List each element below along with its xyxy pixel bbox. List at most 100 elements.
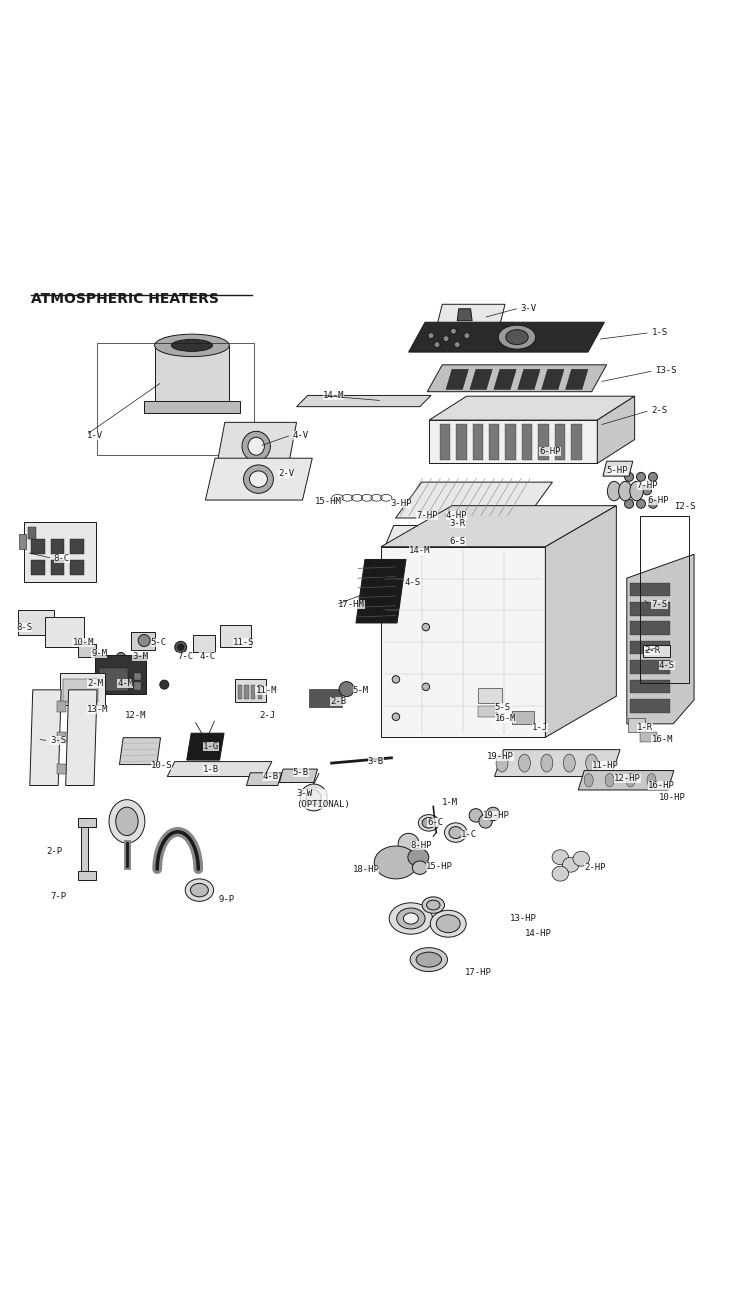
Ellipse shape — [427, 900, 440, 909]
Circle shape — [300, 785, 327, 811]
Ellipse shape — [449, 826, 463, 839]
Text: 2-B: 2-B — [330, 698, 346, 707]
Bar — [78, 818, 96, 827]
Ellipse shape — [552, 850, 568, 865]
Polygon shape — [643, 646, 670, 657]
Ellipse shape — [430, 911, 466, 937]
Bar — [70, 560, 83, 574]
Circle shape — [625, 499, 634, 508]
Polygon shape — [470, 369, 492, 390]
Text: 15-HP: 15-HP — [426, 861, 453, 870]
Polygon shape — [506, 423, 516, 460]
Ellipse shape — [563, 755, 575, 772]
Text: 16-HP: 16-HP — [648, 781, 674, 790]
Polygon shape — [429, 396, 634, 420]
Bar — [130, 631, 154, 650]
Text: 7-HP: 7-HP — [637, 481, 658, 490]
Bar — [235, 679, 266, 701]
Text: 2-HP: 2-HP — [584, 864, 606, 872]
Polygon shape — [630, 699, 670, 713]
Bar — [193, 634, 215, 652]
Bar — [512, 711, 534, 725]
Text: 10-HP: 10-HP — [659, 792, 686, 801]
Text: 9-P: 9-P — [218, 895, 234, 904]
Bar — [478, 688, 502, 703]
Text: 5-C: 5-C — [151, 638, 167, 647]
Circle shape — [451, 329, 457, 334]
Polygon shape — [356, 560, 406, 624]
Polygon shape — [446, 369, 469, 390]
Text: 3-S: 3-S — [50, 737, 66, 746]
Text: 1-B: 1-B — [203, 765, 219, 774]
Text: 2-M: 2-M — [87, 678, 104, 687]
Polygon shape — [538, 423, 549, 460]
Circle shape — [470, 809, 482, 822]
Bar — [32, 539, 45, 553]
Polygon shape — [119, 738, 160, 765]
Text: 6-S: 6-S — [450, 536, 466, 546]
Text: 8-S: 8-S — [16, 622, 32, 631]
Polygon shape — [429, 420, 597, 464]
Polygon shape — [578, 770, 674, 790]
Bar — [134, 673, 141, 681]
Circle shape — [637, 473, 646, 482]
Circle shape — [434, 342, 440, 348]
Ellipse shape — [584, 773, 593, 787]
Text: 15-HM: 15-HM — [315, 498, 342, 507]
Ellipse shape — [154, 334, 230, 357]
Text: 6-C: 6-C — [427, 818, 443, 827]
Bar — [51, 539, 64, 553]
Bar — [19, 534, 26, 548]
Circle shape — [464, 333, 470, 339]
Text: 4-S: 4-S — [405, 578, 421, 587]
Polygon shape — [566, 369, 588, 390]
Polygon shape — [144, 401, 240, 413]
Text: 5-M: 5-M — [352, 686, 369, 695]
Text: 7-HP: 7-HP — [416, 511, 437, 520]
Circle shape — [339, 682, 354, 696]
Ellipse shape — [422, 896, 445, 913]
Polygon shape — [542, 369, 564, 390]
Bar — [78, 870, 96, 879]
Ellipse shape — [397, 908, 425, 929]
Bar — [640, 731, 657, 742]
Bar — [628, 718, 646, 731]
Text: 2-S: 2-S — [652, 405, 668, 414]
Text: 13-HP: 13-HP — [509, 914, 536, 924]
Polygon shape — [630, 601, 670, 616]
Bar — [80, 818, 88, 879]
Text: 4-M: 4-M — [117, 678, 134, 687]
Circle shape — [71, 674, 81, 685]
Polygon shape — [630, 679, 670, 694]
Text: 2-J: 2-J — [260, 711, 275, 720]
Circle shape — [422, 624, 430, 631]
Ellipse shape — [496, 755, 508, 772]
Polygon shape — [381, 547, 545, 738]
Polygon shape — [66, 690, 97, 786]
Ellipse shape — [242, 431, 271, 461]
Bar — [94, 656, 146, 695]
Text: 8-C: 8-C — [54, 553, 70, 562]
Circle shape — [84, 679, 94, 690]
Bar — [238, 686, 242, 699]
Polygon shape — [427, 365, 607, 392]
Bar — [251, 686, 256, 699]
Text: 1-V: 1-V — [87, 430, 104, 439]
Bar — [32, 560, 45, 574]
Text: 11-S: 11-S — [233, 638, 254, 647]
Polygon shape — [382, 526, 566, 552]
Ellipse shape — [518, 755, 530, 772]
Text: 17-HP: 17-HP — [465, 968, 491, 977]
Bar — [28, 527, 36, 539]
Text: 13-M: 13-M — [87, 705, 109, 713]
Circle shape — [138, 634, 150, 647]
Text: 8-HP: 8-HP — [411, 840, 432, 850]
Circle shape — [454, 342, 460, 348]
Text: 1-S: 1-S — [652, 329, 668, 338]
Text: 16-M: 16-M — [494, 713, 516, 722]
Circle shape — [116, 652, 125, 661]
Text: 3-W
(OPTIONAL): 3-W (OPTIONAL) — [296, 790, 350, 809]
Polygon shape — [279, 769, 317, 782]
Ellipse shape — [541, 755, 553, 772]
Text: 4-V: 4-V — [292, 430, 309, 439]
